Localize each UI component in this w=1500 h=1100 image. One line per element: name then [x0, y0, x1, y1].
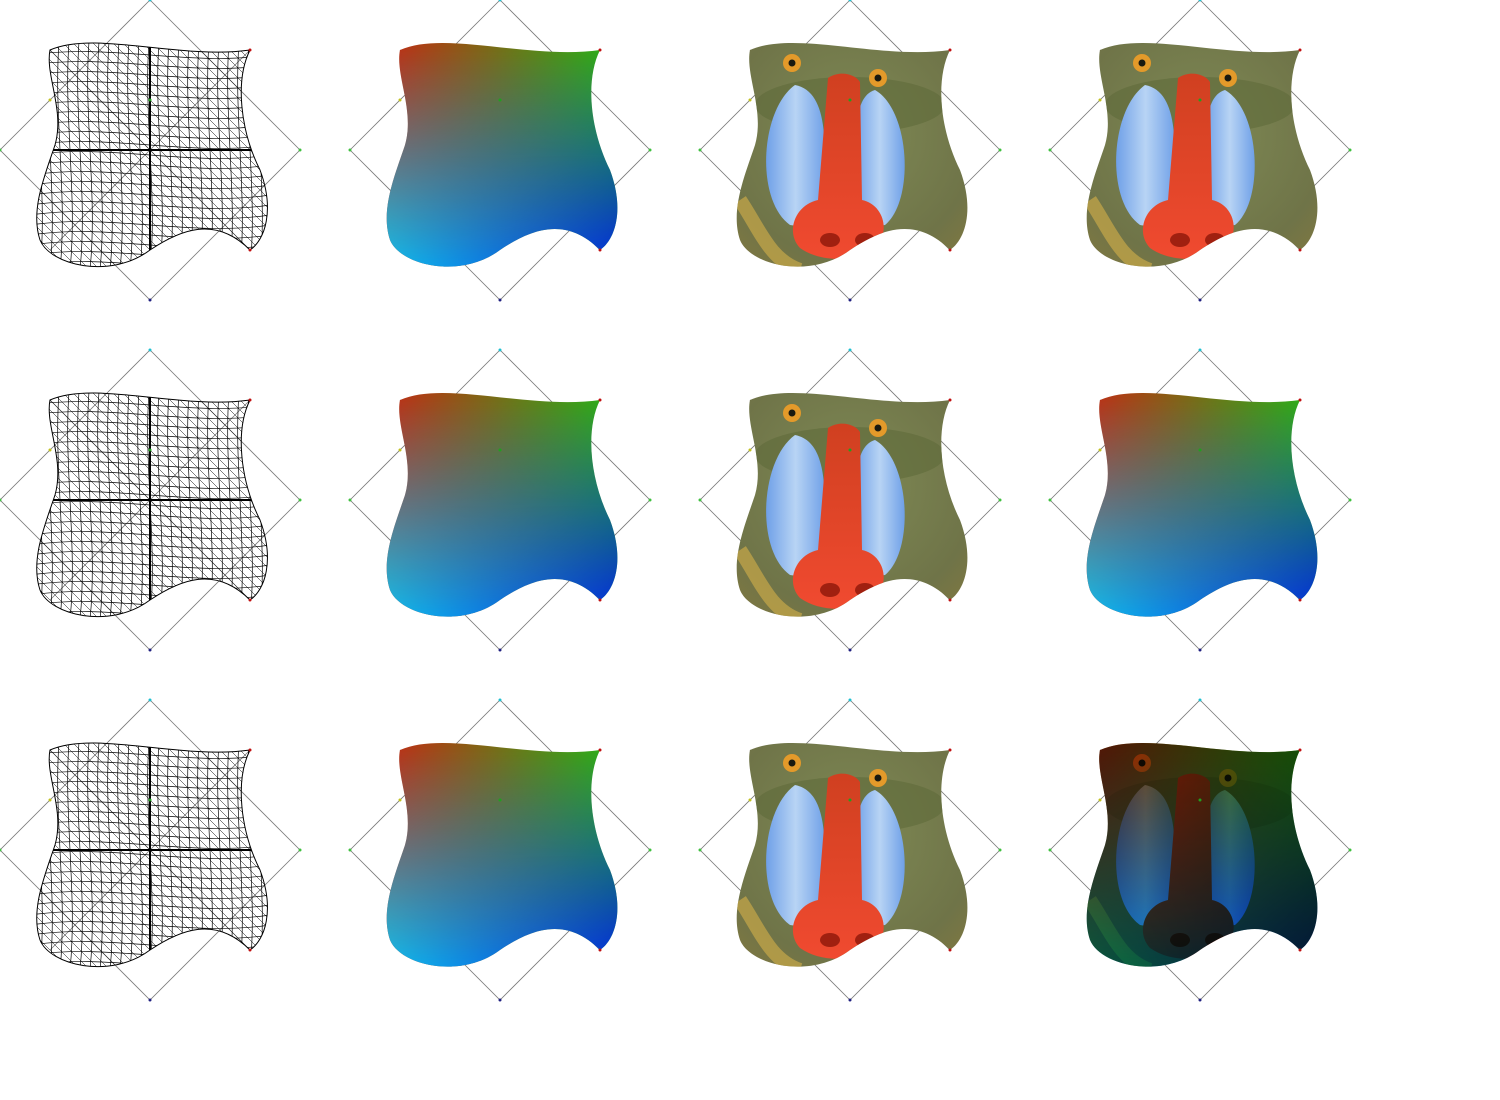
panel-texture	[698, 698, 1002, 1002]
panel-texture	[1048, 0, 1352, 302]
panel-gradient	[1048, 348, 1352, 652]
panel-gradient	[348, 698, 652, 1002]
panel-texture	[698, 0, 1002, 302]
panel-gradient	[348, 0, 652, 302]
panel-texture	[698, 348, 1002, 652]
panel-modulated	[1048, 698, 1352, 1002]
panel-gradient	[348, 348, 652, 652]
